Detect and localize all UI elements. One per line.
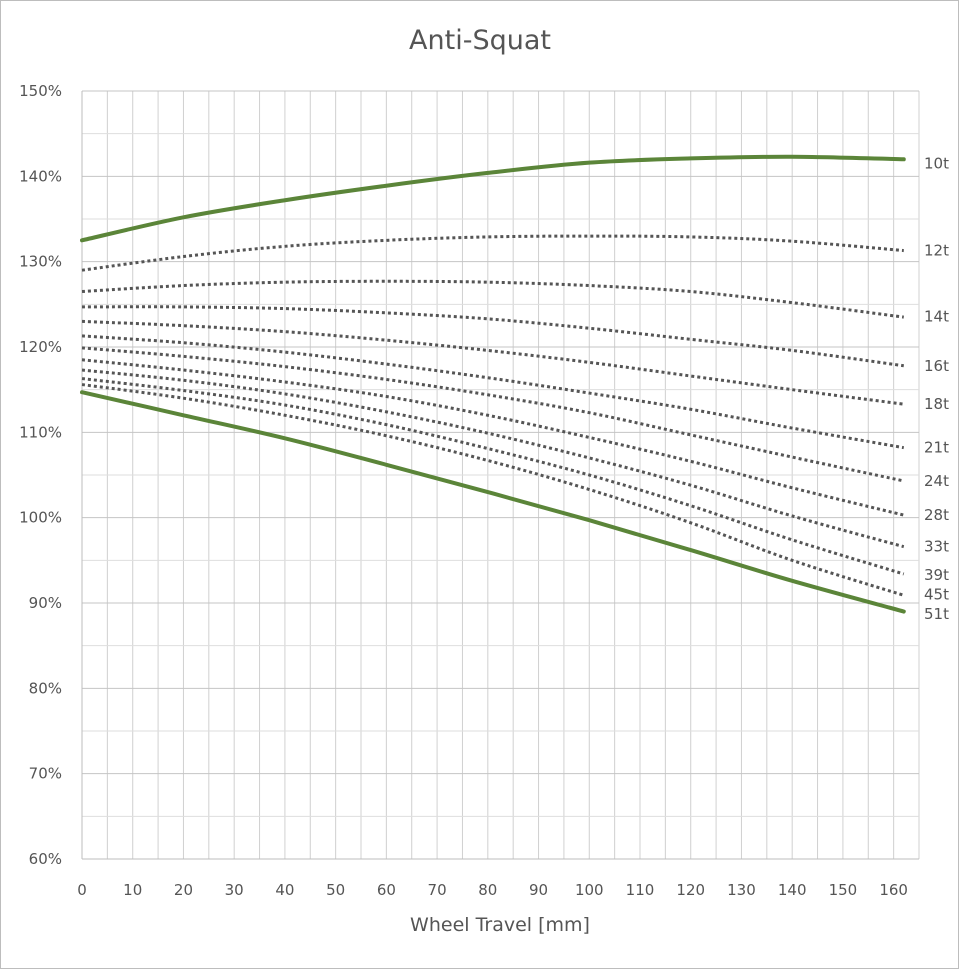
- y-tick-label: 150%: [19, 82, 62, 100]
- series-line-24t: [81, 346, 905, 483]
- chart-title: Anti-Squat: [409, 25, 551, 56]
- series-line-14t: [81, 279, 904, 319]
- series-line-12t: [81, 234, 904, 272]
- series-line-51t: [80, 390, 906, 614]
- x-tick-label: 20: [174, 881, 193, 899]
- y-tick-label: 100%: [19, 509, 62, 527]
- y-tick-label: 70%: [29, 765, 62, 783]
- series-line-33t: [81, 368, 905, 549]
- series-line-45t: [81, 383, 905, 597]
- grid: [81, 90, 920, 860]
- x-tick-label: 60: [377, 881, 396, 899]
- series-line-10t: [80, 154, 906, 243]
- series-label-18t: 18t: [924, 395, 949, 413]
- series-line-21t: [81, 334, 905, 450]
- x-tick-label: 30: [225, 881, 244, 899]
- x-tick-label: 70: [428, 881, 447, 899]
- y-tick-label: 120%: [19, 338, 62, 356]
- y-tick-labels: 60% 70% 80% 90% 100% 110% 120% 130% 140% 150%: [19, 82, 62, 868]
- x-tick-label: 80: [478, 881, 497, 899]
- series-line-39t: [81, 377, 905, 576]
- series-label-51t: 51t: [924, 605, 949, 623]
- series-label-28t: 28t: [924, 506, 949, 524]
- x-tick-label: 0: [77, 881, 87, 899]
- series-label-24t: 24t: [924, 472, 949, 490]
- x-tick-label: 140: [778, 881, 807, 899]
- series-label-16t: 16t: [924, 357, 949, 375]
- series-lines: [80, 154, 906, 614]
- x-tick-label: 40: [275, 881, 294, 899]
- y-tick-label: 140%: [19, 167, 62, 185]
- y-tick-label: 90%: [29, 594, 62, 612]
- series-label-10t: 10t: [924, 155, 949, 173]
- series-label-33t: 33t: [924, 538, 949, 556]
- x-tick-label: 130: [727, 881, 756, 899]
- series-label-12t: 12t: [924, 242, 949, 260]
- series-line-28t: [81, 358, 905, 517]
- x-tick-label: 10: [123, 881, 142, 899]
- x-tick-labels: 0 10 20 30 40 50 60 70 80 90 100 110 120 130 140 150 160: [77, 881, 908, 899]
- series-line-18t: [81, 319, 904, 406]
- x-tick-label: 100: [575, 881, 604, 899]
- y-tick-label: 130%: [19, 253, 62, 271]
- x-tick-label: 50: [326, 881, 345, 899]
- x-tick-label: 90: [529, 881, 548, 899]
- series-label-39t: 39t: [924, 566, 949, 584]
- series-label-45t: 45t: [924, 585, 949, 603]
- y-tick-label: 110%: [19, 423, 62, 441]
- series-label-21t: 21t: [924, 439, 949, 457]
- y-tick-label: 80%: [29, 679, 62, 697]
- x-tick-label: 120: [676, 881, 705, 899]
- x-tick-label: 160: [879, 881, 908, 899]
- y-tick-label: 60%: [29, 850, 62, 868]
- x-tick-label: 150: [829, 881, 858, 899]
- series-line-16t: [81, 305, 904, 368]
- x-tick-label: 110: [626, 881, 655, 899]
- x-axis-title: Wheel Travel [mm]: [410, 914, 590, 936]
- series-label-14t: 14t: [924, 307, 949, 325]
